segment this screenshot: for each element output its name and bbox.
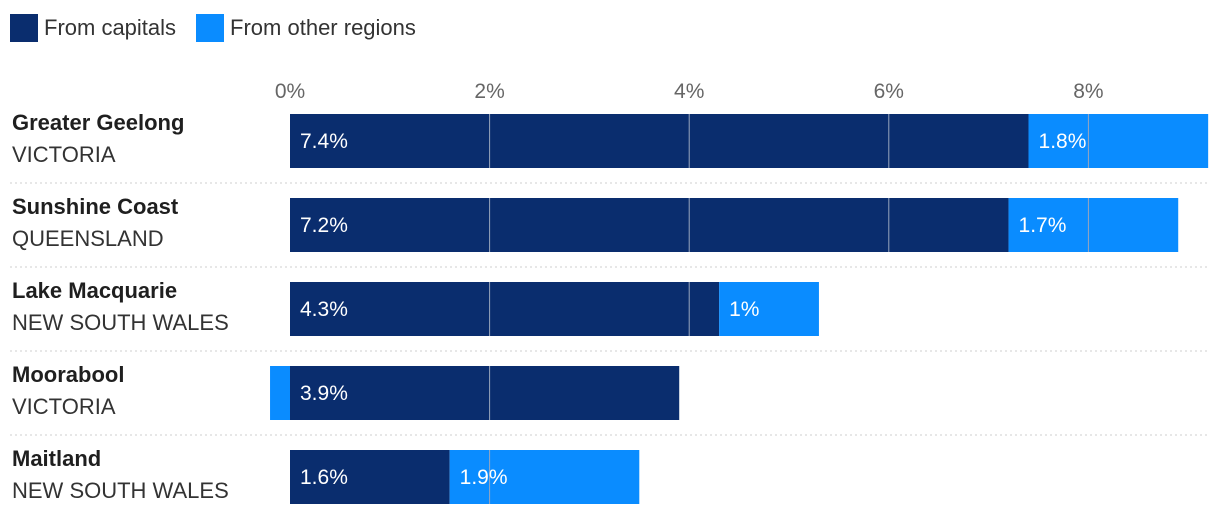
bar-other-regions [1008, 198, 1179, 252]
legend-swatch-other [196, 14, 225, 42]
x-tick-label: 0% [275, 80, 305, 103]
bar-other-regions [270, 366, 290, 420]
data-label-capitals: 3.9% [300, 382, 348, 405]
category-label-state: VICTORIA [12, 394, 116, 419]
x-tick-label: 2% [474, 80, 504, 103]
bar-capitals [290, 114, 1029, 168]
data-label-other-regions: 1% [729, 298, 759, 321]
category-label-state: NEW SOUTH WALES [12, 310, 229, 335]
category-label-region: Moorabool [12, 362, 124, 387]
legend-item-other: From other regions [196, 14, 416, 42]
x-tick-label: 4% [674, 80, 704, 103]
category-label-state: NEW SOUTH WALES [12, 478, 229, 503]
x-tick-label: 8% [1073, 80, 1103, 103]
bar-capitals [290, 198, 1009, 252]
data-label-capitals: 7.2% [300, 214, 348, 237]
category-label-state: VICTORIA [12, 142, 116, 167]
category-label-region: Greater Geelong [12, 110, 184, 135]
data-label-other-regions: 1.8% [1039, 130, 1087, 153]
x-tick-label: 6% [874, 80, 904, 103]
category-label-state: QUEENSLAND [12, 226, 164, 251]
data-label-capitals: 7.4% [300, 130, 348, 153]
data-label-other-regions: 1.9% [460, 466, 508, 489]
legend-label-other: From other regions [230, 15, 416, 40]
legend-swatch-capitals [10, 14, 38, 42]
legend-item-capitals: From capitals [10, 14, 176, 42]
bar-capitals [290, 282, 720, 336]
bar-other-regions [449, 450, 640, 504]
data-label-capitals: 1.6% [300, 466, 348, 489]
legend: From capitals From other regions [10, 14, 416, 42]
data-label-other-regions: 1.7% [1019, 214, 1067, 237]
data-label-capitals: 4.3% [300, 298, 348, 321]
bar-capitals [290, 450, 450, 504]
category-label-region: Sunshine Coast [12, 194, 179, 219]
bar-other-regions [1028, 114, 1209, 168]
legend-label-capitals: From capitals [44, 15, 177, 40]
category-label-region: Maitland [12, 446, 101, 471]
category-label-region: Lake Macquarie [12, 278, 177, 303]
bar-capitals [290, 366, 680, 420]
bar-other-regions [719, 282, 819, 336]
